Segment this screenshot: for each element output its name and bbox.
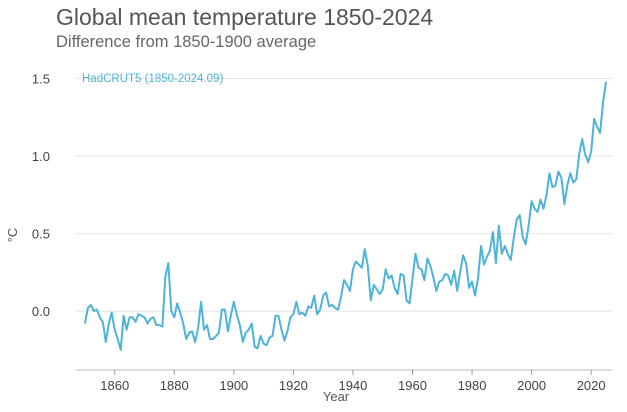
legend: HadCRUT5 (1850-2024.09) bbox=[82, 73, 223, 85]
x-axis-label: Year bbox=[323, 389, 350, 404]
grid-lines bbox=[76, 78, 612, 312]
y-tick-label: 0.0 bbox=[32, 304, 50, 319]
x-tick-label: 2020 bbox=[577, 378, 606, 393]
x-tick-label: 2000 bbox=[517, 378, 546, 393]
x-tick-label: 1980 bbox=[458, 378, 487, 393]
legend-entry-0: HadCRUT5 (1850-2024.09) bbox=[82, 73, 223, 85]
y-tick-label: 1.5 bbox=[32, 72, 50, 87]
x-tick-label: 1920 bbox=[279, 378, 308, 393]
y-tick-label: 1.0 bbox=[32, 149, 50, 164]
x-tick-label: 1860 bbox=[100, 378, 129, 393]
chart-subtitle: Difference from 1850-1900 average bbox=[56, 33, 317, 51]
axes: 0.0 0.5 1.0 1.5 1860 1880 1900 1920 1940 1960 1980… bbox=[5, 72, 612, 404]
series-lines bbox=[83, 81, 607, 351]
x-tick-label: 1880 bbox=[160, 378, 189, 393]
series-line-0 bbox=[83, 81, 607, 351]
chart-title: Global mean temperature 1850-2024 bbox=[56, 4, 434, 30]
x-tick-label: 1900 bbox=[219, 378, 248, 393]
y-tick-label: 0.5 bbox=[32, 227, 50, 242]
x-tick-label: 1940 bbox=[338, 378, 367, 393]
x-tick-label: 1960 bbox=[398, 378, 427, 393]
y-axis-label: °C bbox=[5, 228, 20, 243]
